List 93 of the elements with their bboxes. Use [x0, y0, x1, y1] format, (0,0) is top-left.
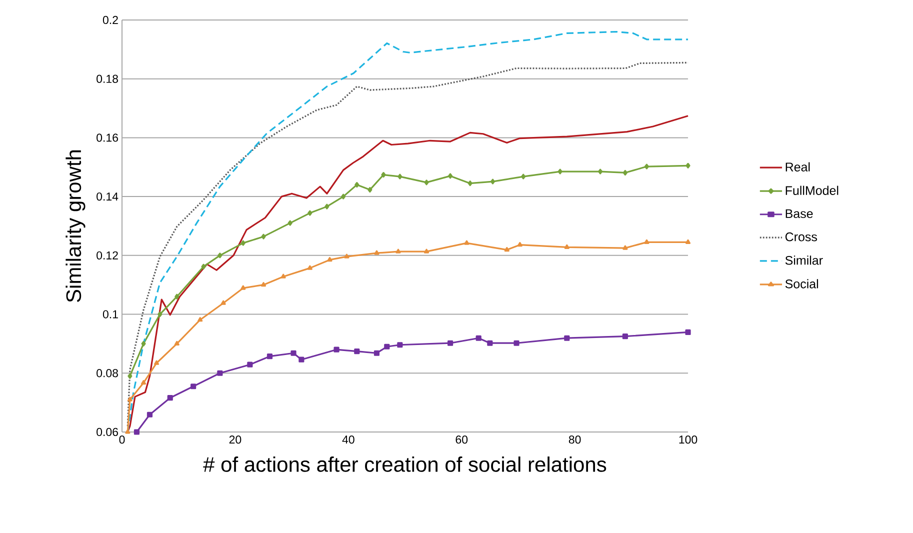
point: [424, 248, 430, 254]
y-tick-label: 0.16: [96, 134, 118, 142]
point: [174, 340, 180, 346]
x-tick-label: 80: [568, 436, 581, 444]
point: [622, 170, 628, 176]
point: [504, 247, 510, 252]
point: [598, 168, 603, 174]
point: [384, 344, 390, 350]
y-tick-label: 0.06: [96, 428, 118, 436]
point: [517, 242, 522, 247]
y-tick-label: 0.14: [96, 192, 118, 201]
x-tick-label: 0: [119, 436, 125, 444]
point: [217, 370, 223, 376]
y-tick-label: 0.18: [96, 74, 118, 83]
point: [127, 396, 132, 402]
point: [220, 300, 226, 305]
point: [280, 274, 286, 278]
point: [240, 285, 246, 290]
legend-label: FullModel: [786, 186, 838, 195]
point: [341, 194, 346, 200]
point: [134, 429, 140, 435]
legend-label: Social: [785, 279, 818, 288]
x-tick-label: 60: [456, 436, 468, 444]
point: [644, 164, 649, 170]
point: [644, 239, 650, 244]
point: [354, 348, 360, 354]
point: [198, 317, 203, 322]
point: [374, 350, 380, 356]
x-tick-label: 40: [342, 436, 354, 444]
point: [424, 180, 429, 186]
point: [368, 186, 372, 193]
point: [622, 245, 628, 250]
point: [308, 210, 312, 216]
y-tick-label: 0.2: [102, 16, 118, 24]
point: [397, 342, 403, 348]
point: [685, 329, 691, 336]
y-axis-title: Similarity growth: [66, 150, 86, 302]
y-tick-label: 0.08: [96, 369, 118, 378]
point: [374, 250, 380, 255]
point: [381, 172, 386, 178]
point: [327, 257, 332, 262]
point: [260, 282, 266, 287]
point: [158, 311, 162, 318]
point: [288, 220, 292, 226]
point: [490, 178, 496, 184]
point: [464, 240, 470, 245]
point: [564, 335, 570, 341]
point: [174, 294, 180, 300]
point: [154, 360, 160, 365]
legend-label: Base: [786, 209, 813, 218]
legend-label: Similar: [785, 256, 823, 265]
point: [190, 384, 196, 390]
point: [685, 239, 691, 244]
point: [324, 204, 330, 210]
legend-label: Cross: [785, 232, 817, 242]
point: [307, 265, 312, 270]
y-tick-label: 0.1: [102, 310, 118, 318]
point: [201, 264, 206, 270]
point: [266, 354, 273, 360]
point: [564, 244, 570, 249]
point: [167, 395, 173, 401]
point: [298, 356, 304, 362]
point: [354, 182, 360, 188]
legend-label: Real: [786, 162, 810, 172]
point: [140, 380, 146, 385]
x-tick-label: 20: [229, 436, 242, 444]
point: [261, 234, 266, 240]
point: [622, 334, 628, 340]
point: [141, 340, 146, 346]
x-tick-label: 100: [679, 436, 698, 444]
point: [247, 362, 253, 368]
point: [398, 174, 402, 180]
point: [521, 174, 526, 180]
point: [487, 340, 493, 346]
point: [128, 373, 132, 379]
line-series: [126, 115, 689, 433]
point: [686, 162, 690, 168]
point: [476, 335, 482, 341]
point: [290, 350, 296, 356]
point: [146, 412, 153, 418]
point: [448, 340, 454, 346]
y-tick-label: 0.12: [96, 251, 118, 260]
point: [558, 168, 562, 174]
point: [396, 248, 401, 254]
point: [514, 340, 520, 346]
point: [125, 429, 130, 434]
point: [240, 240, 246, 246]
point: [448, 173, 453, 179]
point: [218, 252, 222, 258]
point: [468, 180, 472, 186]
x-axis-title: # of actions after creation of social relations: [203, 456, 606, 472]
point: [344, 254, 350, 258]
point: [334, 346, 340, 352]
